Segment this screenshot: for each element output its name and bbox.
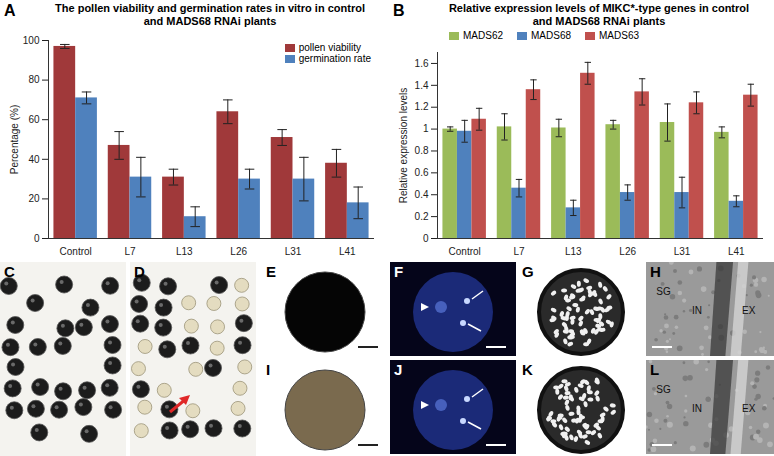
svg-text:L31: L31 xyxy=(285,246,302,257)
svg-text:0.2: 0.2 xyxy=(415,211,429,222)
html-text:pollen viability: pollen viability xyxy=(298,42,361,53)
svg-text:IN: IN xyxy=(692,403,702,414)
svg-text:IN: IN xyxy=(692,305,702,316)
svg-text:L31: L31 xyxy=(674,246,691,257)
svg-text:F: F xyxy=(394,263,403,280)
svg-text:60: 60 xyxy=(28,114,40,125)
svg-text:1: 1 xyxy=(423,123,429,134)
html-text:The pollen viability and germi: The pollen viability and germination rat… xyxy=(55,2,365,27)
svg-text:L26: L26 xyxy=(230,246,247,257)
svg-text:EX: EX xyxy=(742,403,756,414)
svg-text:L13: L13 xyxy=(176,246,193,257)
svg-text:L: L xyxy=(650,361,659,378)
svg-text:0: 0 xyxy=(423,233,429,244)
svg-text:100: 100 xyxy=(23,35,40,46)
svg-text:80: 80 xyxy=(28,74,40,85)
svg-text:J: J xyxy=(394,361,402,378)
svg-text:20: 20 xyxy=(28,193,40,204)
svg-text:L7: L7 xyxy=(124,246,136,257)
svg-text:1.4: 1.4 xyxy=(415,80,429,91)
html-text:MADS62: MADS62 xyxy=(463,30,503,41)
svg-text:L41: L41 xyxy=(728,246,745,257)
svg-text:Percentage (%): Percentage (%) xyxy=(9,105,20,174)
svg-text:G: G xyxy=(522,263,534,280)
svg-text:L7: L7 xyxy=(513,246,525,257)
svg-text:1.2: 1.2 xyxy=(415,101,429,112)
svg-text:D: D xyxy=(134,263,145,280)
svg-text:0.6: 0.6 xyxy=(415,167,429,178)
svg-text:L13: L13 xyxy=(565,246,582,257)
html-text:Relative expression levels of: Relative expression levels of MIKC*-type… xyxy=(448,2,750,27)
svg-text:0.4: 0.4 xyxy=(415,189,429,200)
svg-text:1.6: 1.6 xyxy=(415,58,429,69)
svg-text:H: H xyxy=(650,263,661,280)
svg-text:L41: L41 xyxy=(339,246,356,257)
svg-text:K: K xyxy=(522,361,533,378)
svg-text:E: E xyxy=(266,263,276,280)
svg-text:EX: EX xyxy=(742,305,756,316)
html-text:germination rate: germination rate xyxy=(298,53,371,64)
svg-text:0.8: 0.8 xyxy=(415,145,429,156)
html-text:MADS63: MADS63 xyxy=(599,30,639,41)
svg-text:Relative expression levels: Relative expression levels xyxy=(398,88,409,204)
svg-text:Control: Control xyxy=(449,246,481,257)
svg-text:40: 40 xyxy=(28,154,40,165)
svg-text:L26: L26 xyxy=(619,246,636,257)
html-text:MADS68: MADS68 xyxy=(531,30,571,41)
svg-text:0: 0 xyxy=(34,233,40,244)
svg-text:C: C xyxy=(4,263,15,280)
svg-text:SG: SG xyxy=(656,384,671,395)
html-text:A: A xyxy=(4,2,16,19)
html-text:B: B xyxy=(393,2,405,19)
svg-text:SG: SG xyxy=(656,286,671,297)
svg-text:Control: Control xyxy=(60,246,92,257)
svg-text:I: I xyxy=(266,361,270,378)
